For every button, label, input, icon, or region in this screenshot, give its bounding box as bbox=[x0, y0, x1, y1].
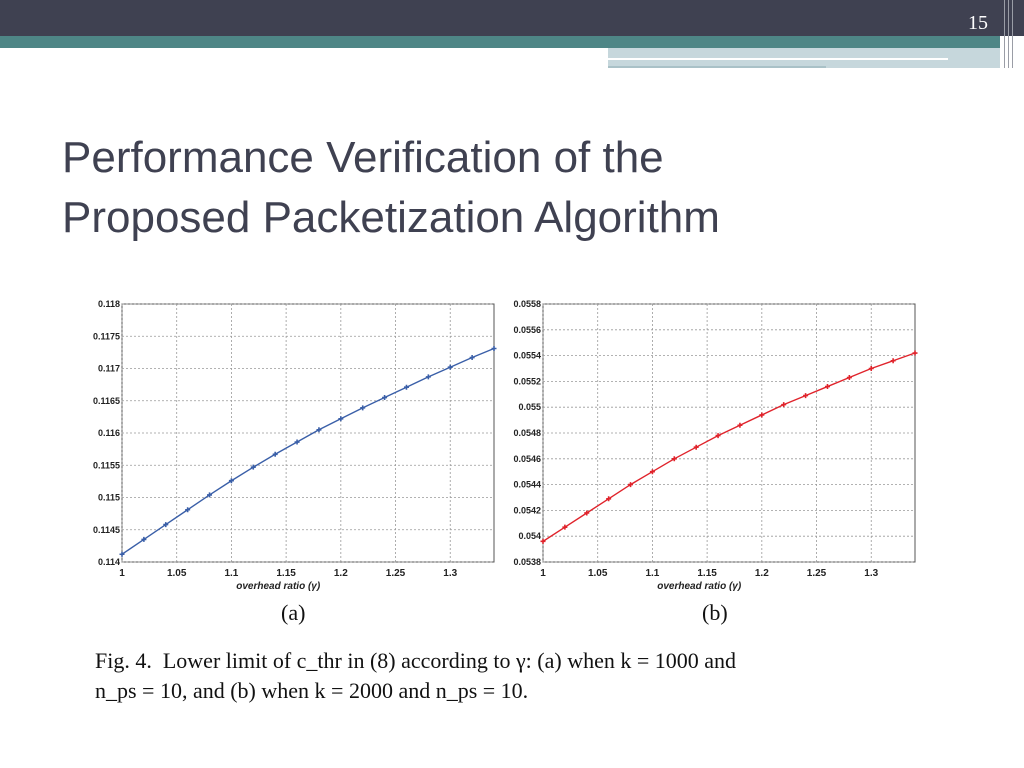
data-point bbox=[649, 469, 655, 475]
y-tick-label: 0.1175 bbox=[93, 331, 120, 341]
title-line: Performance Verification of the bbox=[62, 133, 664, 182]
series-line bbox=[542, 352, 916, 542]
title-line: Proposed Packetization Algorithm bbox=[62, 193, 720, 242]
y-tick-label: 0.117 bbox=[98, 364, 120, 374]
x-tick-label: 1.15 bbox=[697, 568, 717, 579]
data-point bbox=[338, 416, 344, 422]
slide-title: Performance Verification of the Proposed… bbox=[62, 128, 962, 248]
decor-line bbox=[1004, 0, 1005, 68]
data-point bbox=[403, 384, 409, 390]
y-tick-label: 0.054 bbox=[518, 531, 541, 541]
chart-a: 1 1.05 1.1 1.15 1.2 1.25 1.3 0.114 0.1145 0.115 0.… bbox=[93, 299, 497, 592]
data-point bbox=[737, 422, 743, 428]
page-number: 15 bbox=[968, 12, 988, 34]
y-tick-label: 0.0546 bbox=[513, 454, 541, 464]
top-bar bbox=[0, 0, 1024, 36]
data-point bbox=[868, 366, 874, 371]
data-point bbox=[360, 405, 366, 411]
data-point bbox=[141, 536, 147, 542]
data-point bbox=[382, 395, 388, 401]
data-point bbox=[715, 433, 721, 439]
y-tick-label: 0.055 bbox=[518, 402, 541, 412]
y-tick-label: 0.114 bbox=[98, 557, 120, 567]
data-point bbox=[803, 393, 809, 399]
accent-band bbox=[0, 36, 1000, 48]
subfigure-label-b: (b) bbox=[702, 600, 728, 625]
x-tick-label: 1.25 bbox=[386, 568, 406, 579]
series-line bbox=[121, 347, 495, 555]
x-tick-label: 1.05 bbox=[167, 568, 187, 579]
data-point bbox=[316, 427, 322, 433]
x-tick-label: 1.05 bbox=[588, 568, 608, 579]
data-point bbox=[163, 522, 169, 528]
data-point bbox=[628, 482, 634, 488]
y-tick-label: 0.1165 bbox=[93, 396, 120, 406]
y-tick-label: 0.0554 bbox=[513, 351, 541, 361]
y-tick-label: 0.116 bbox=[98, 428, 120, 438]
data-point bbox=[912, 350, 918, 356]
accent-line bbox=[608, 66, 826, 68]
data-point bbox=[250, 464, 256, 470]
x-tick-label: 1.2 bbox=[755, 568, 769, 579]
y-tick-label: 0.115 bbox=[98, 493, 120, 503]
data-point bbox=[447, 364, 453, 370]
data-point bbox=[824, 384, 830, 390]
y-tick-label: 0.1155 bbox=[93, 460, 120, 470]
data-point bbox=[846, 375, 852, 381]
y-tick-label: 0.0538 bbox=[513, 557, 541, 567]
figure-caption: Fig. 4. Lower limit of c_thr in (8) acco… bbox=[95, 646, 925, 706]
data-point bbox=[272, 451, 278, 457]
data-point bbox=[781, 402, 787, 408]
subfigure-label-a: (a) bbox=[281, 600, 306, 625]
data-point bbox=[425, 374, 431, 380]
data-point bbox=[228, 478, 234, 484]
x-tick-label: 1.25 bbox=[807, 568, 827, 579]
y-tick-label: 0.0542 bbox=[513, 505, 541, 515]
data-point bbox=[562, 524, 568, 530]
x-tick-label: 1.1 bbox=[645, 568, 659, 579]
y-tick-label: 0.0548 bbox=[513, 428, 541, 438]
data-point bbox=[890, 358, 896, 364]
data-point bbox=[540, 538, 546, 544]
y-tick-label: 0.118 bbox=[98, 299, 120, 309]
x-tick-label: 1 bbox=[119, 568, 125, 579]
x-axis-label: overhead ratio (γ) bbox=[236, 581, 321, 592]
data-point bbox=[469, 355, 475, 361]
data-point bbox=[759, 412, 765, 418]
data-point bbox=[294, 439, 300, 445]
data-point bbox=[671, 456, 677, 462]
y-tick-label: 0.0552 bbox=[513, 376, 541, 386]
x-tick-label: 1.1 bbox=[224, 568, 238, 579]
x-tick-label: 1.3 bbox=[443, 568, 457, 579]
data-point bbox=[119, 551, 125, 557]
data-point bbox=[207, 492, 213, 498]
data-point bbox=[606, 496, 612, 502]
data-point bbox=[491, 346, 497, 352]
y-tick-label: 0.0558 bbox=[513, 299, 541, 309]
accent-line bbox=[608, 58, 948, 60]
decor-line bbox=[1012, 0, 1013, 68]
y-tick-label: 0.0556 bbox=[513, 325, 541, 335]
caption-line: n_ps = 10, and (b) when k = 2000 and n_p… bbox=[95, 678, 529, 703]
caption-line: Fig. 4. Lower limit of c_thr in (8) acco… bbox=[95, 648, 737, 673]
data-point bbox=[185, 507, 191, 513]
y-tick-label: 0.1145 bbox=[93, 525, 120, 535]
decor-line bbox=[1008, 0, 1009, 68]
chart-b: 1 1.05 1.1 1.15 1.2 1.25 1.3 0.0538 0.054 0.0542 0… bbox=[513, 299, 918, 592]
x-tick-label: 1.2 bbox=[334, 568, 348, 579]
x-tick-label: 1 bbox=[540, 568, 546, 579]
data-point bbox=[693, 444, 699, 450]
x-tick-label: 1.15 bbox=[276, 568, 296, 579]
data-point bbox=[584, 510, 590, 516]
x-tick-label: 1.3 bbox=[864, 568, 878, 579]
y-tick-label: 0.0544 bbox=[513, 480, 541, 490]
x-axis-label: overhead ratio (γ) bbox=[657, 581, 742, 592]
